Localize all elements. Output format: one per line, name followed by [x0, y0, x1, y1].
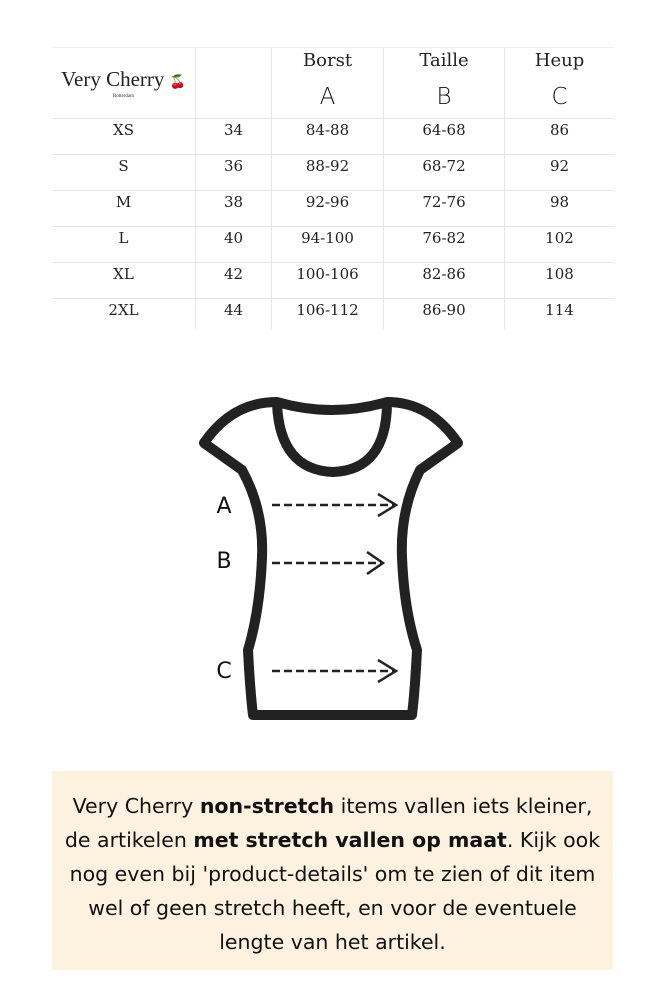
table-cell: 98	[549, 193, 570, 211]
table-cell: 38	[196, 191, 272, 226]
table-row: XS 34 84-88 64-68 86	[52, 119, 614, 155]
table-cell: 86-90	[384, 299, 505, 329]
size-table: Very Cherry 🍒 Rotterdam Borst A Taille B H…	[52, 47, 614, 329]
label-a: A	[216, 494, 231, 519]
table-cell: 34	[196, 119, 272, 154]
logo: Very Cherry 🍒 Rotterdam	[52, 48, 196, 118]
header-taille: Taille B	[384, 48, 505, 118]
table-cell: 102	[545, 229, 574, 247]
table-header: Very Cherry 🍒 Rotterdam Borst A Taille B H…	[52, 47, 614, 119]
table-cell: XL	[52, 263, 196, 298]
table-cell: 88-92	[272, 155, 384, 190]
table-cell: 68-72	[384, 155, 505, 190]
table-cell: 92	[549, 157, 570, 175]
table-row: M 38 92-96 72-76 98	[52, 191, 614, 227]
table-cell: 40	[196, 227, 272, 262]
shirt-neckline	[272, 399, 392, 477]
table-cell: 92-96	[272, 191, 384, 226]
table-cell: S	[52, 155, 196, 190]
table-cell: 114	[545, 301, 574, 319]
table-row: 2XL 44 106-112 86-90 114	[52, 299, 614, 329]
logo-text: Very Cherry	[61, 67, 165, 91]
table-cell: 84-88	[272, 119, 384, 154]
table-cell: 2XL	[52, 299, 196, 329]
table-cell: M	[52, 191, 196, 226]
logo-subtitle: Rotterdam	[112, 94, 135, 99]
table-cell: 36	[196, 155, 272, 190]
table-cell: 44	[196, 299, 272, 329]
table-cell: 82-86	[384, 263, 505, 298]
header-heup: Heup C	[534, 50, 585, 110]
table-cell: 86	[549, 121, 570, 139]
header-borst: Borst A	[272, 48, 384, 118]
table-cell: L	[52, 227, 196, 262]
table-cell: 72-76	[384, 191, 505, 226]
note-emphasis: non-stretch	[199, 794, 335, 818]
label-b: B	[216, 549, 231, 574]
note-emphasis: met stretch vallen op maat	[193, 828, 507, 852]
fit-note: Very Cherry non-stretch items vallen iet…	[52, 771, 613, 970]
table-row: L 40 94-100 76-82 102	[52, 227, 614, 263]
table-cell: 108	[545, 265, 574, 283]
table-cell: 106-112	[272, 299, 384, 329]
table-cell: 100-106	[272, 263, 384, 298]
table-cell: 94-100	[272, 227, 384, 262]
note-text: Very Cherry	[72, 794, 200, 818]
cherry-icon: 🍒	[169, 74, 186, 89]
table-row: S 36 88-92 68-72 92	[52, 155, 614, 191]
table-cell: XS	[52, 119, 196, 154]
table-cell: 64-68	[384, 119, 505, 154]
header-empty	[196, 48, 272, 118]
table-cell: 76-82	[384, 227, 505, 262]
table-cell: 42	[196, 263, 272, 298]
note-text: . Kijk ook nog even bij 'product-details…	[69, 828, 601, 954]
shirt-outline	[199, 397, 463, 720]
label-c: C	[216, 659, 231, 684]
note-text: items vallen iets kleiner, de artikelen	[64, 794, 593, 852]
table-row: XL 42 100-106 82-86 108	[52, 263, 614, 299]
